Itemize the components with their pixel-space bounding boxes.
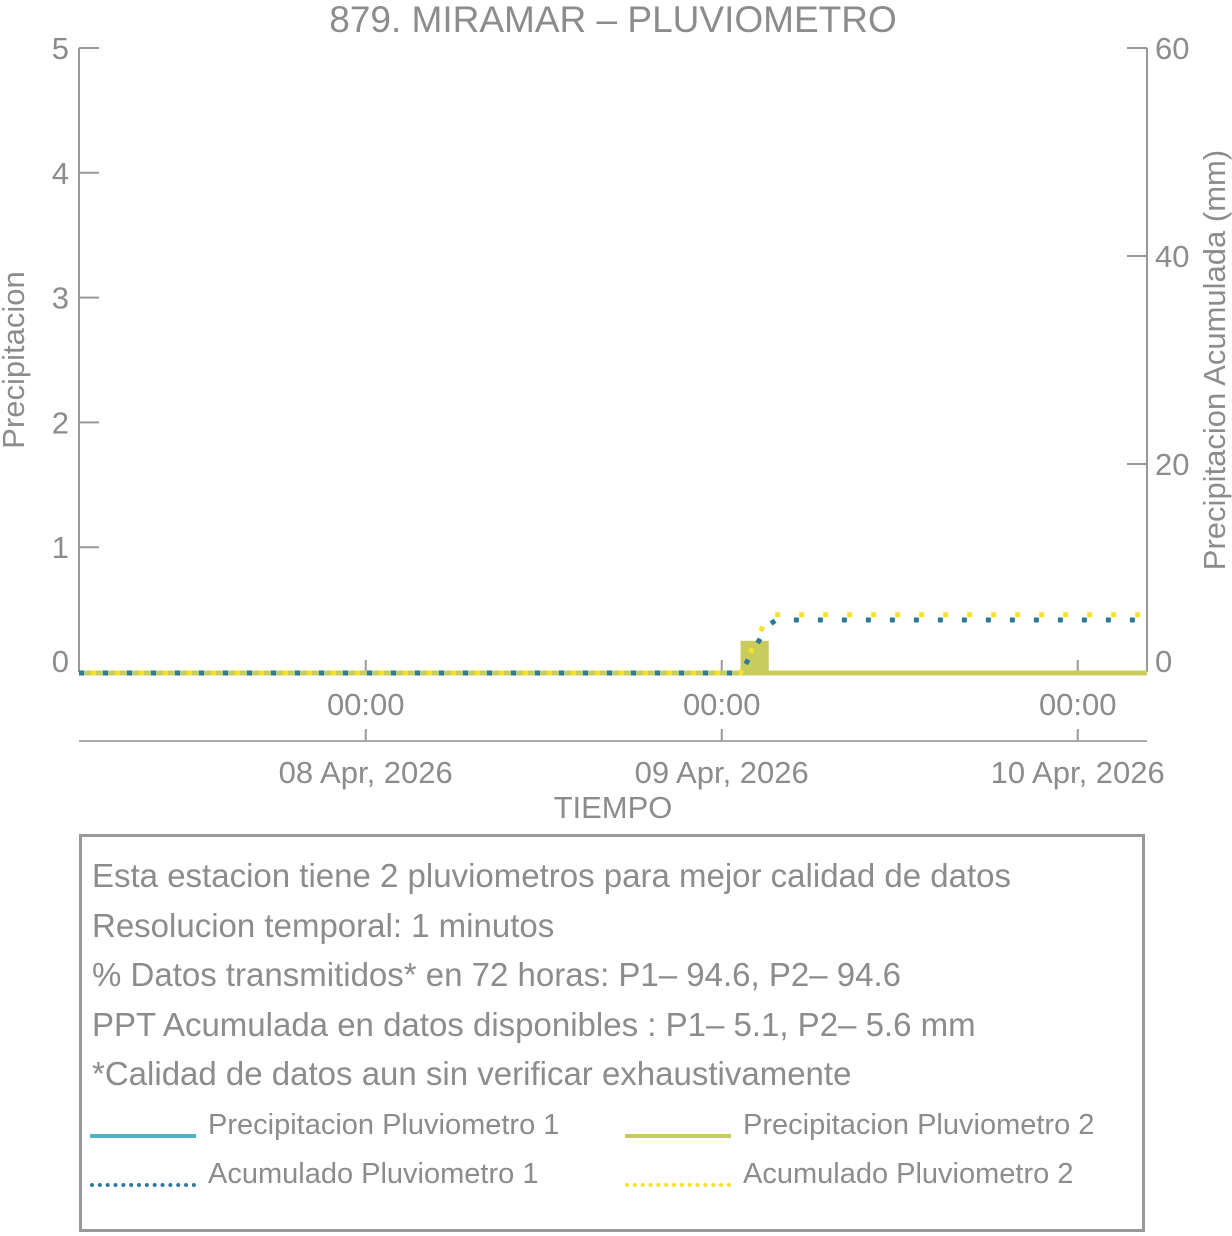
x-tick-time-label: 00:00 (327, 687, 405, 722)
y-tick-label: 3 (52, 281, 69, 316)
info-line: PPT Acumulada en datos disponibles : P1–… (92, 1006, 976, 1043)
y-right-tick-label: 20 (1155, 447, 1189, 482)
legend-label-acc2: Acumulado Pluviometro 2 (743, 1158, 1074, 1190)
series-line-4 (79, 612, 1147, 676)
info-line: *Calidad de datos aun sin verificar exha… (92, 1055, 852, 1092)
y-tick-label: 4 (52, 156, 69, 191)
x-tick-date-label: 10 Apr, 2026 (991, 755, 1165, 790)
info-box: Esta estacion tiene 2 pluviometros para … (79, 834, 1145, 1232)
y-axis-right-label: Precipitacion Acumulada (mm) (1197, 150, 1232, 570)
series-line-3 (79, 617, 1147, 676)
legend-swatch-p1 (90, 1134, 196, 1138)
x-tick-date-label: 09 Apr, 2026 (635, 755, 809, 790)
y-tick-label: 1 (52, 530, 69, 565)
legend-label-p2: Precipitacion Pluviometro 2 (743, 1109, 1095, 1141)
x-axis-label: TIEMPO (554, 790, 673, 825)
y-tick-label: 0 (52, 644, 69, 679)
legend-swatch-acc1 (90, 1183, 196, 1187)
legend-swatch-p2 (625, 1134, 731, 1138)
chart-title: 879. MIRAMAR – PLUVIOMETRO (329, 0, 896, 40)
y-tick-label: 2 (52, 405, 69, 440)
y-right-tick-label: 40 (1155, 239, 1189, 274)
precipitation-chart: 879. MIRAMAR – PLUVIOMETRO Precipitacion… (0, 0, 1232, 825)
x-tick-time-label: 00:00 (683, 687, 761, 722)
info-line: Resolucion temporal: 1 minutos (92, 907, 555, 944)
y-right-tick-label: 0 (1155, 644, 1172, 679)
info-line: Esta estacion tiene 2 pluviometros para … (92, 857, 1012, 894)
legend-swatch-acc2 (625, 1183, 731, 1187)
x-tick-date-label: 08 Apr, 2026 (279, 755, 453, 790)
legend-label-acc1: Acumulado Pluviometro 1 (208, 1158, 539, 1190)
bar-precip-p2 (740, 640, 769, 672)
x-tick-time-label: 00:00 (1039, 687, 1117, 722)
info-line: % Datos transmitidos* en 72 horas: P1– 9… (92, 956, 901, 993)
y-right-tick-label: 60 (1155, 31, 1189, 66)
y-axis-label: Precipitacion (0, 271, 31, 448)
legend-label-p1: Precipitacion Pluviometro 1 (208, 1109, 560, 1141)
y-tick-label: 5 (52, 31, 69, 66)
